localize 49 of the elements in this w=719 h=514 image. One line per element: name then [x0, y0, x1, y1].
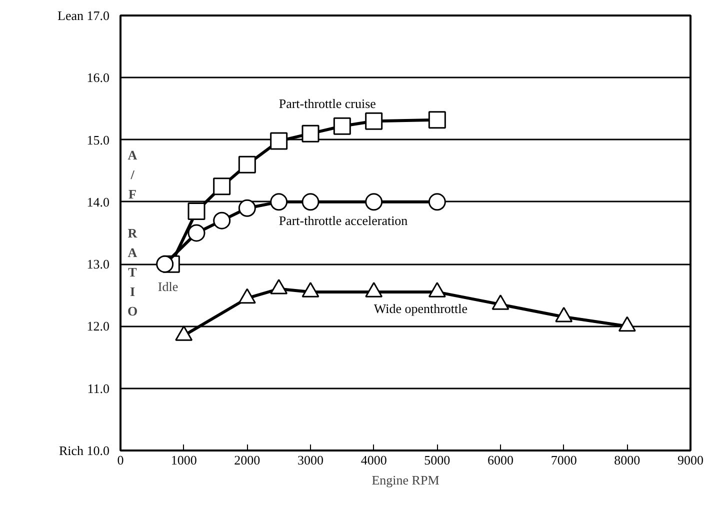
- point: [302, 193, 320, 211]
- x-tick-label: 6000: [488, 452, 514, 468]
- y-tick-label: Lean 17.0: [58, 8, 110, 23]
- y-tick-label: 13.0: [86, 256, 110, 272]
- x-tick-label: 8000: [614, 452, 640, 468]
- y-tick-label: 12.0: [86, 318, 110, 334]
- y-tick-label: 16.0: [86, 70, 110, 86]
- series-label: Wide openthrottle: [374, 301, 468, 316]
- point: [213, 178, 231, 196]
- x-tick-label: 7000: [550, 452, 577, 468]
- point: [302, 282, 320, 298]
- x-tick-label: 9000: [678, 452, 704, 468]
- point: [238, 156, 256, 174]
- point: [270, 278, 288, 294]
- point: [333, 117, 351, 135]
- annotation: Idle: [158, 279, 178, 294]
- series-label: Part-throttle acceleration: [278, 212, 408, 228]
- y-tick-label: 14.0: [86, 194, 110, 210]
- y-tick-label: 15.0: [86, 132, 110, 148]
- point: [365, 282, 383, 298]
- point: [238, 199, 256, 217]
- point: [270, 193, 288, 211]
- x-tick-label: 0: [117, 452, 124, 468]
- y-tick-label: 11.0: [87, 380, 110, 396]
- point: [618, 316, 636, 332]
- x-tick-label: 1000: [170, 452, 197, 468]
- y-tick-label: Rich 10.0: [58, 443, 110, 458]
- point: [213, 212, 231, 230]
- point: [156, 255, 174, 273]
- point: [238, 288, 256, 304]
- series-label: Part-throttle cruise: [278, 96, 376, 112]
- point: [555, 306, 573, 322]
- point: [365, 193, 383, 211]
- point: [365, 112, 383, 130]
- point: [492, 294, 510, 310]
- x-tick-label: 2000: [234, 452, 260, 468]
- x-tick-label: 4000: [360, 452, 387, 468]
- point: [428, 282, 446, 298]
- text: A/F RATIO: [127, 148, 138, 318]
- point: [188, 224, 206, 242]
- point: [302, 124, 320, 142]
- point: [270, 132, 288, 150]
- x-axis-title: Engine RPM: [372, 472, 440, 488]
- point: [428, 111, 446, 129]
- point: [188, 202, 206, 220]
- point: [428, 193, 446, 211]
- point: [175, 326, 193, 341]
- x-tick-label: 5000: [424, 452, 450, 468]
- x-tick-label: 3000: [298, 452, 324, 468]
